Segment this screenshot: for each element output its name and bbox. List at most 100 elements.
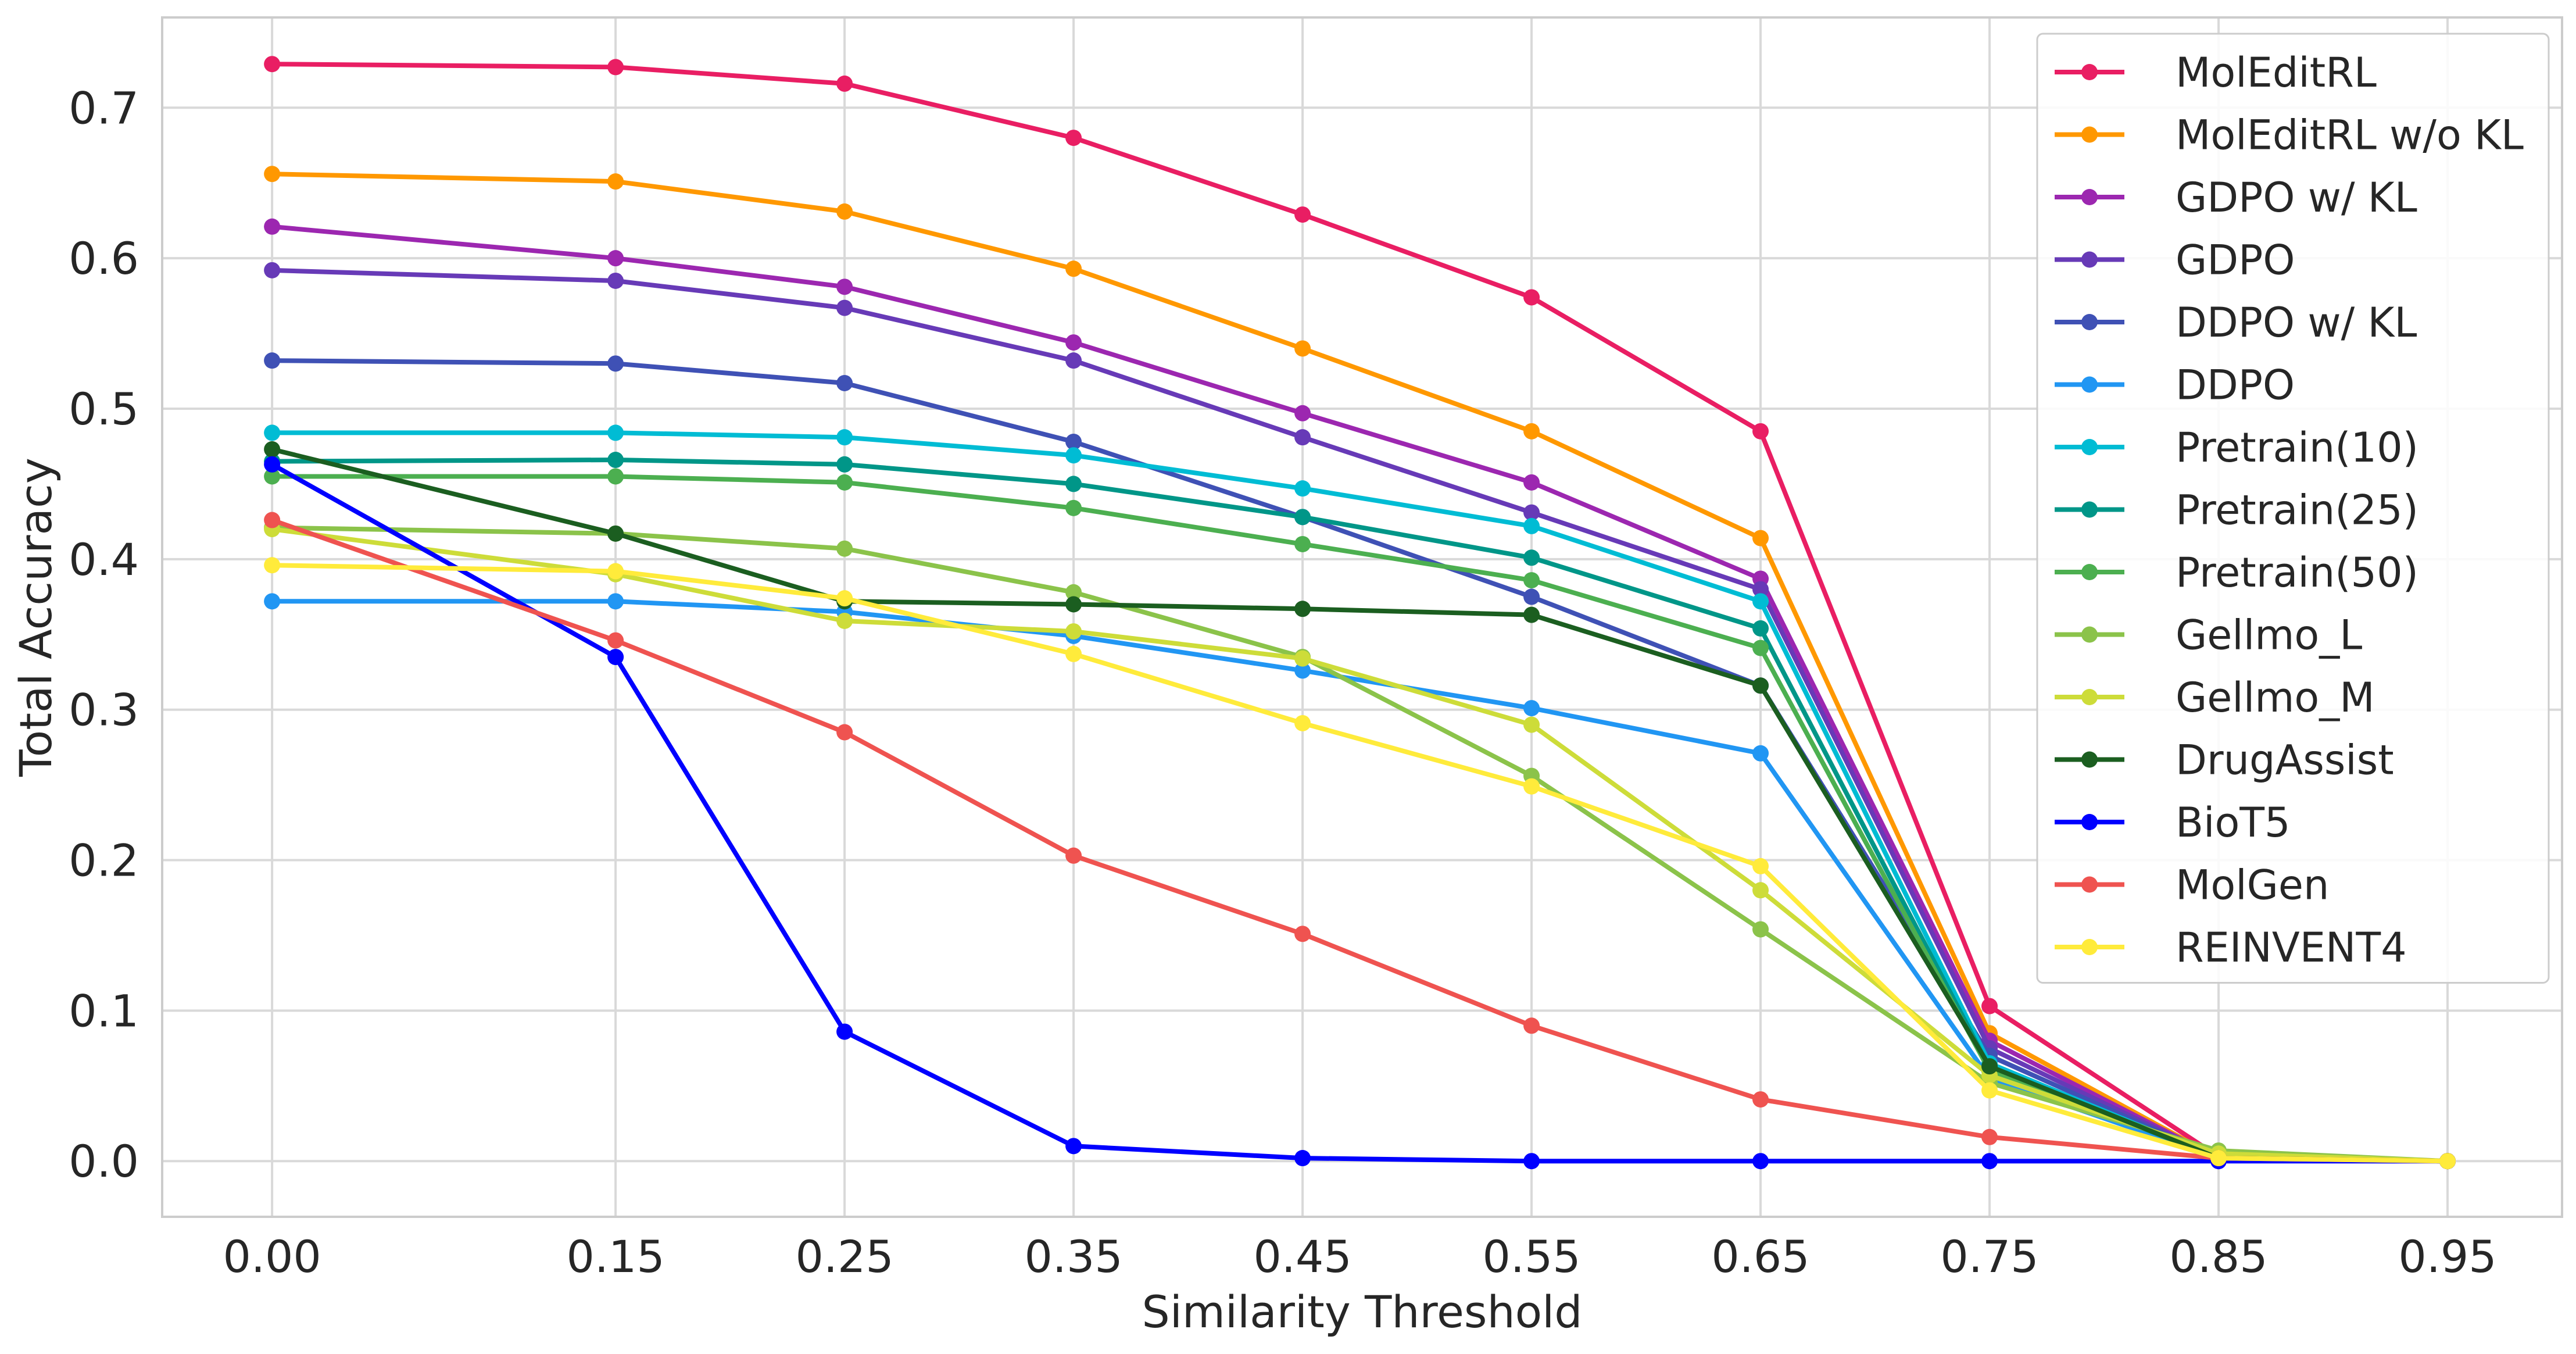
data-point xyxy=(1752,423,1769,440)
legend-item: DDPO w/ KL xyxy=(2055,299,2417,346)
legend-swatch-marker xyxy=(2081,564,2098,580)
data-point xyxy=(264,557,281,574)
data-point xyxy=(607,563,624,580)
series-line xyxy=(270,224,2450,1164)
data-point xyxy=(836,374,853,391)
legend-item: GDPO xyxy=(2055,237,2295,284)
legend-swatch-marker xyxy=(2081,126,2098,143)
legend-label: GDPO w/ KL xyxy=(2176,174,2417,222)
x-tick-label: 0.95 xyxy=(2398,1231,2496,1282)
data-point xyxy=(264,424,281,441)
series-layer xyxy=(264,56,2456,1170)
legend-swatch-marker xyxy=(2081,189,2098,205)
data-point xyxy=(607,272,624,289)
legend-item: GDPO w/ KL xyxy=(2055,174,2417,222)
data-point xyxy=(1065,447,1082,464)
legend-label: Pretrain(10) xyxy=(2176,424,2418,471)
series-line xyxy=(270,62,2450,1164)
data-point xyxy=(1523,778,1540,795)
series-line xyxy=(270,358,2450,1164)
data-point xyxy=(836,1023,853,1040)
series-line xyxy=(270,517,2450,1164)
data-point xyxy=(1065,596,1082,613)
data-point xyxy=(1523,423,1540,440)
legend-item: REINVENT4 xyxy=(2055,924,2407,971)
data-point xyxy=(836,590,853,607)
data-point xyxy=(1523,572,1540,589)
legend-item: Pretrain(10) xyxy=(2055,424,2418,471)
data-point xyxy=(1065,260,1082,277)
legend-item: Gellmo_M xyxy=(2055,674,2375,721)
data-point xyxy=(264,218,281,235)
series-line xyxy=(270,172,2450,1164)
data-point xyxy=(1523,1153,1540,1170)
y-tick-label: 0.7 xyxy=(69,82,139,134)
data-point xyxy=(1294,206,1311,223)
legend-label: Pretrain(50) xyxy=(2176,549,2418,596)
data-point xyxy=(264,352,281,369)
legend-swatch-marker xyxy=(2081,626,2098,643)
data-point xyxy=(1752,677,1769,694)
data-point xyxy=(1065,476,1082,492)
legend-label: BioT5 xyxy=(2176,799,2291,846)
data-point xyxy=(1752,1153,1769,1170)
data-point xyxy=(264,593,281,610)
legend-label: MolEditRL xyxy=(2176,49,2377,97)
series-line xyxy=(270,563,2450,1164)
x-tick-label: 0.25 xyxy=(795,1231,893,1282)
data-point xyxy=(836,540,853,557)
legend-swatch-marker xyxy=(2081,64,2098,80)
data-point xyxy=(1294,405,1311,421)
legend-label: MolGen xyxy=(2176,862,2329,909)
data-point xyxy=(1294,340,1311,357)
data-point xyxy=(1752,620,1769,637)
data-point xyxy=(607,632,624,649)
data-point xyxy=(1294,650,1311,667)
data-point xyxy=(1065,1138,1082,1155)
x-tick-label: 0.55 xyxy=(1482,1231,1580,1282)
plot-frame xyxy=(161,16,2563,1218)
legend-item: MolGen xyxy=(2055,862,2329,909)
data-point xyxy=(1523,549,1540,566)
data-point xyxy=(1294,714,1311,731)
data-point xyxy=(1523,700,1540,717)
legend-swatch-marker xyxy=(2081,439,2098,455)
data-point xyxy=(1294,926,1311,942)
data-point xyxy=(1065,130,1082,147)
data-point xyxy=(1523,289,1540,306)
legend-label: Gellmo_M xyxy=(2176,674,2375,721)
data-point xyxy=(264,512,281,528)
data-point xyxy=(836,299,853,316)
data-point xyxy=(1065,584,1082,601)
legend-item: Gellmo_L xyxy=(2055,612,2362,659)
legend-swatch-marker xyxy=(2081,814,2098,830)
data-point xyxy=(836,612,853,629)
data-point xyxy=(1065,645,1082,662)
legend-label: DDPO xyxy=(2176,362,2295,409)
legend-label: DrugAssist xyxy=(2176,737,2394,784)
data-point xyxy=(1981,1082,1998,1099)
data-point xyxy=(1523,588,1540,605)
data-point xyxy=(1065,623,1082,640)
y-tick-label: 0.1 xyxy=(69,985,139,1037)
legend-label: Pretrain(25) xyxy=(2176,487,2418,534)
x-tick-label: 0.75 xyxy=(1940,1231,2038,1282)
data-point xyxy=(1523,504,1540,521)
data-point xyxy=(1294,429,1311,446)
data-point xyxy=(264,166,281,183)
x-tick-label: 0.35 xyxy=(1024,1231,1122,1282)
data-point xyxy=(836,203,853,220)
data-point xyxy=(607,525,624,542)
legend-item: BioT5 xyxy=(2055,799,2291,846)
legend-swatch-marker xyxy=(2081,376,2098,393)
data-point xyxy=(1065,499,1082,516)
data-point xyxy=(836,429,853,446)
data-point xyxy=(1065,352,1082,369)
data-point xyxy=(1752,921,1769,938)
data-point xyxy=(2439,1153,2456,1170)
series-line xyxy=(270,462,2450,1164)
data-point xyxy=(1294,662,1311,679)
series-line xyxy=(270,267,2450,1164)
x-tick-label: 0.15 xyxy=(566,1231,664,1282)
